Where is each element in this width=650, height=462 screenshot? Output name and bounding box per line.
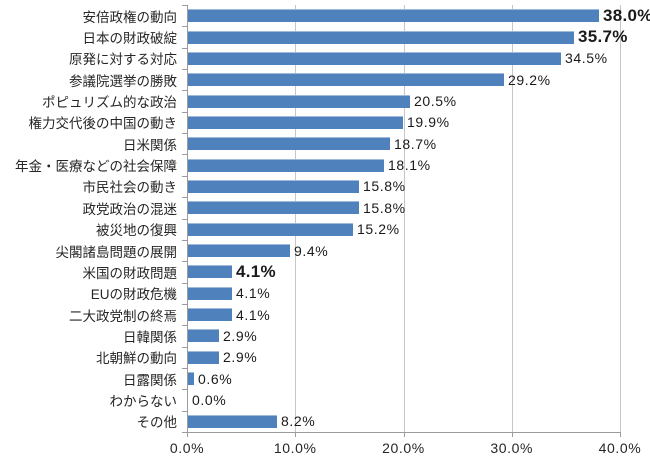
category-label: 日米関係 [123,137,177,153]
y-axis-tick [182,389,187,391]
bar [188,137,390,151]
y-axis-tick [182,346,187,348]
bar [188,115,403,129]
value-label: 38.0% [603,5,650,25]
y-axis-tick [182,303,187,305]
y-axis-tick [182,69,187,71]
value-label: 4.1% [236,285,271,302]
gridline [511,5,513,432]
value-label: 18.7% [394,135,437,152]
bar [188,308,232,322]
y-axis-tick [182,218,187,220]
category-label: その他 [136,415,178,431]
bar [188,179,359,193]
y-axis-tick [182,47,187,49]
value-label: 0.6% [198,370,233,387]
bar [188,201,359,215]
y-axis-tick [182,175,187,177]
category-label: わからない [109,393,178,409]
value-label: 15.8% [363,199,406,216]
value-label: 18.1% [388,157,431,174]
x-axis-tick [295,432,297,437]
category-label: 北朝鮮の動向 [96,351,177,367]
x-axis-tick [403,432,405,437]
gridline [295,5,297,432]
y-axis-tick [182,133,187,135]
gridline [620,5,621,432]
x-tick-label: 30.0% [490,440,534,456]
y-axis-tick [182,410,187,412]
x-axis-tick [620,432,621,437]
category-label: 日韓関係 [123,329,177,345]
bar [188,372,194,386]
bar [188,350,219,364]
category-label: 二大政党制の終焉 [69,308,177,324]
category-label: 被災地の復興 [96,223,177,239]
value-label: 35.7% [578,27,628,47]
bar [188,329,219,343]
bar [188,414,277,428]
value-label: 4.1% [236,261,276,281]
y-axis-tick [182,197,187,199]
gridline [403,5,405,432]
category-label: 安倍政権の動向 [82,9,178,25]
x-tick-label: 40.0% [598,440,642,456]
category-label: 市民社会の動き [82,180,178,196]
bar [188,244,290,258]
value-label: 19.9% [407,114,450,131]
bar [188,51,561,65]
value-label: 29.2% [508,71,551,88]
value-label: 15.2% [357,221,400,238]
y-axis-tick [182,26,187,28]
y-axis-tick [182,282,187,284]
value-label: 15.8% [363,178,406,195]
value-label: 34.5% [565,50,608,67]
y-axis-tick [182,154,187,156]
category-label: 参議院選挙の勝敗 [69,73,177,89]
x-axis-tick [511,432,513,437]
bar [188,222,353,236]
category-label: ポピュリズム的な政治 [42,95,177,111]
category-label: 日本の財政破綻 [82,31,178,47]
bar [188,158,384,172]
bar [188,265,232,279]
y-axis-tick [182,325,187,327]
category-label: 年金・医療などの社会保障 [15,159,177,175]
bar [188,9,599,23]
value-label: 4.1% [236,306,271,323]
bar [188,30,574,44]
value-label: 8.2% [281,413,316,430]
y-axis-tick [182,90,187,92]
value-label: 20.5% [414,93,457,110]
category-label: 権力交代後の中国の動き [28,116,178,132]
category-label: 日露関係 [123,372,177,388]
category-label: 尖閣諸島問題の展開 [55,244,178,260]
category-label: EUの財政危機 [90,287,177,303]
y-axis-tick [182,239,187,241]
value-label: 2.9% [223,327,258,344]
y-axis-tick [182,261,187,263]
category-label: 米国の財政問題 [82,265,178,281]
bar [188,94,410,108]
value-label: 2.9% [223,349,258,366]
x-tick-label: 0.0% [169,440,205,456]
y-axis-line [187,5,188,432]
category-label: 原発に対する対応 [69,52,177,68]
value-label: 9.4% [294,242,329,259]
y-axis-tick [182,432,187,433]
x-tick-label: 20.0% [382,440,425,456]
value-label: 0.0% [192,391,227,408]
x-axis-tick [187,432,188,437]
bar [188,73,504,87]
y-axis-tick [182,5,187,6]
category-label: 政党政治の混迷 [82,201,178,217]
y-axis-tick [182,111,187,113]
x-tick-label: 10.0% [273,440,317,456]
bar [188,286,232,300]
y-axis-tick [182,367,187,369]
